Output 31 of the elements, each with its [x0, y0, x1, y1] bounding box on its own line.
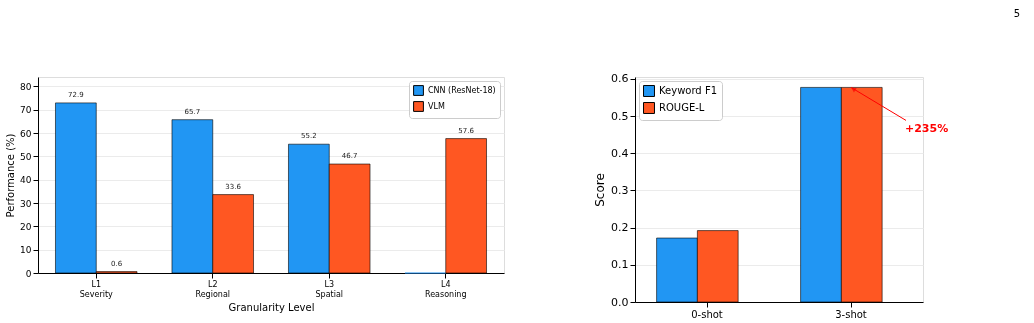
y-tick-label: 70	[20, 105, 32, 116]
y-tick-label: 10	[20, 245, 32, 256]
y-tick-label: 0.5	[611, 109, 629, 123]
x-tick-label: 0-shot	[691, 308, 723, 320]
y-tick-label: 80	[20, 81, 32, 92]
legend-label: Keyword F1	[659, 85, 718, 96]
annotation: +235%	[905, 122, 949, 136]
y-axis-title: Score	[593, 173, 608, 207]
x-axis-title: Granularity Level	[228, 301, 315, 313]
x-tick-label: L3 Spatial	[315, 279, 344, 299]
y-tick-label: 30	[20, 198, 32, 209]
x-tick-label: 3-shot	[835, 308, 867, 320]
y-axis-title: Performance (%)	[5, 133, 17, 218]
x-tick-label: L4 Reasoning	[424, 279, 467, 299]
text: 5	[1013, 8, 1020, 19]
y-tick-label: 0.3	[611, 183, 629, 197]
y-tick-label: 40	[20, 175, 32, 186]
y-tick-label: 50	[20, 151, 32, 162]
y-tick-label: 0.2	[611, 221, 629, 235]
y-tick-label: 60	[20, 128, 32, 139]
y-tick-label: 20	[20, 221, 32, 232]
legend-label: VLM	[428, 101, 445, 111]
y-tick-label: 0.4	[611, 146, 629, 160]
x-tick-label: L1 Severity	[79, 279, 114, 299]
y-tick-label: 0.0	[611, 295, 629, 309]
legend-label: CNN (ResNet-18)	[428, 85, 496, 95]
y-tick-label: 0	[25, 268, 32, 279]
y-tick-label: 0.6	[611, 72, 629, 86]
legend-label: ROUGE-L	[659, 102, 705, 113]
x-tick-label: L2 Regional	[195, 279, 231, 299]
y-tick-label: 0.1	[611, 258, 629, 272]
